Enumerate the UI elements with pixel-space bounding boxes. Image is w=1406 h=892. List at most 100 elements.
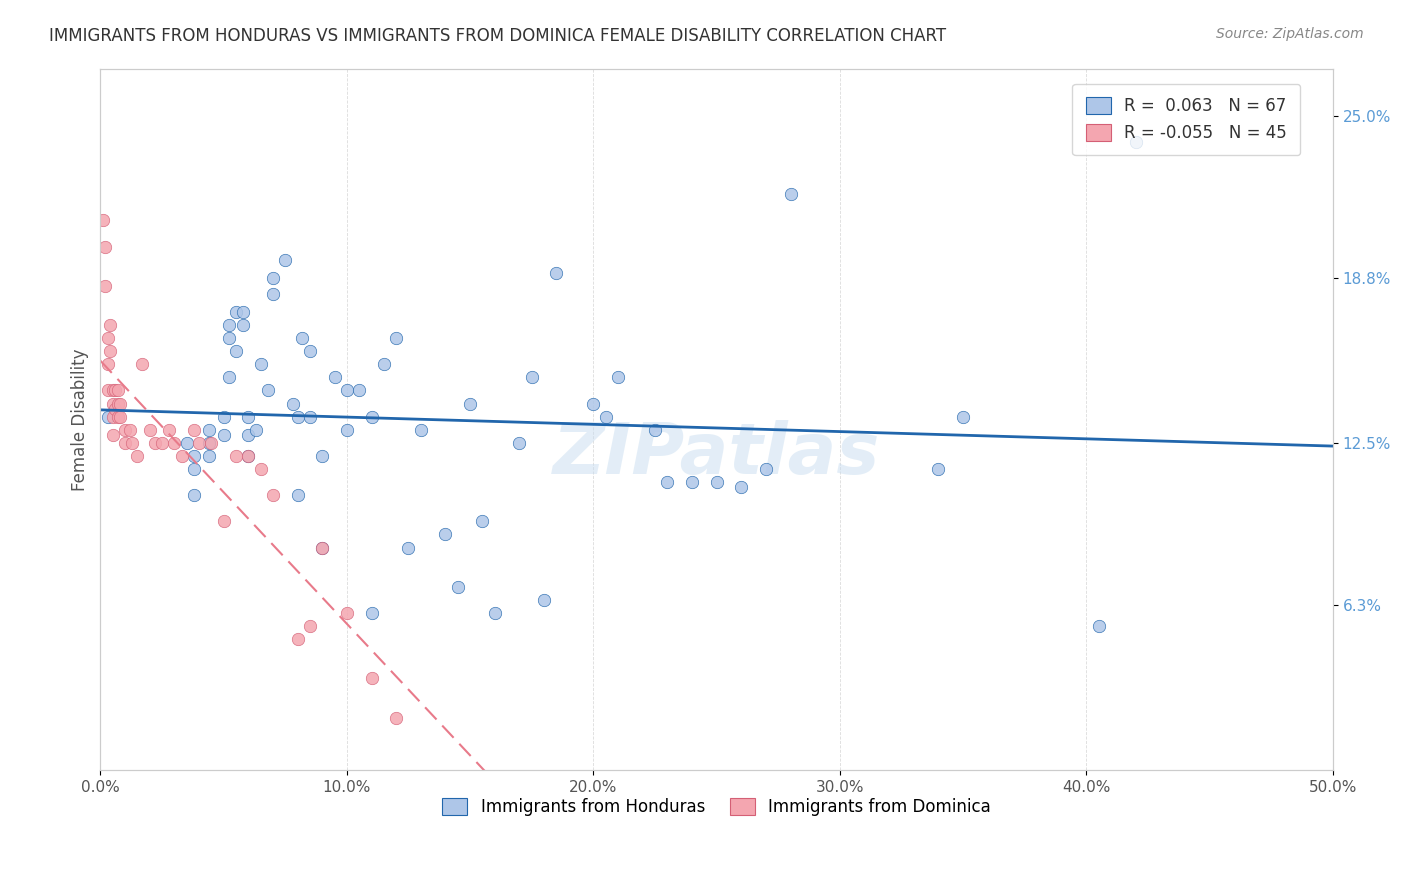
Point xyxy=(143,435,166,450)
Point xyxy=(262,271,284,285)
Point xyxy=(212,428,235,442)
Point xyxy=(225,305,247,319)
Point xyxy=(249,357,271,371)
Point xyxy=(262,286,284,301)
Point xyxy=(257,384,280,398)
Point xyxy=(101,409,124,424)
Point xyxy=(104,384,127,398)
Point xyxy=(262,488,284,502)
Point xyxy=(385,711,408,725)
Point xyxy=(952,409,974,424)
Point xyxy=(232,305,254,319)
Point xyxy=(98,318,121,332)
Point xyxy=(238,449,260,463)
Point xyxy=(238,428,260,442)
Point xyxy=(287,632,309,647)
Point xyxy=(98,344,121,359)
Point xyxy=(107,384,129,398)
Point xyxy=(200,435,222,450)
Point xyxy=(225,449,247,463)
Point xyxy=(114,423,136,437)
Point xyxy=(730,480,752,494)
Point xyxy=(118,423,141,437)
Point xyxy=(212,514,235,528)
Point xyxy=(1125,135,1147,149)
Point xyxy=(458,396,481,410)
Point xyxy=(360,409,382,424)
Point xyxy=(232,318,254,332)
Point xyxy=(218,331,240,345)
Text: ZIPatlas: ZIPatlas xyxy=(553,420,880,489)
Point xyxy=(245,423,267,437)
Point xyxy=(104,401,127,416)
Point xyxy=(114,435,136,450)
Point xyxy=(170,449,193,463)
Point xyxy=(360,606,382,620)
Point xyxy=(644,423,666,437)
Point xyxy=(287,488,309,502)
Point xyxy=(238,449,260,463)
Point xyxy=(706,475,728,489)
Point xyxy=(409,423,432,437)
Point xyxy=(150,435,173,450)
Point xyxy=(183,449,205,463)
Point xyxy=(138,423,160,437)
Point xyxy=(198,435,221,450)
Point xyxy=(385,331,408,345)
Point xyxy=(298,619,321,633)
Point xyxy=(533,592,555,607)
Point xyxy=(108,409,131,424)
Point xyxy=(657,475,679,489)
Point xyxy=(281,396,304,410)
Point xyxy=(127,449,149,463)
Point xyxy=(101,428,124,442)
Point xyxy=(336,606,359,620)
Point xyxy=(471,514,494,528)
Legend: Immigrants from Honduras, Immigrants from Dominica: Immigrants from Honduras, Immigrants fro… xyxy=(434,790,1000,825)
Point xyxy=(447,580,470,594)
Point xyxy=(97,357,120,371)
Point xyxy=(484,606,506,620)
Point xyxy=(336,384,359,398)
Point xyxy=(287,409,309,424)
Point xyxy=(546,266,568,280)
Point xyxy=(176,435,198,450)
Point xyxy=(323,370,346,384)
Text: Source: ZipAtlas.com: Source: ZipAtlas.com xyxy=(1216,27,1364,41)
Point xyxy=(97,331,120,345)
Point xyxy=(107,396,129,410)
Point xyxy=(1087,619,1109,633)
Point xyxy=(183,488,205,502)
Point xyxy=(94,239,117,253)
Point xyxy=(94,278,117,293)
Point xyxy=(188,435,211,450)
Point xyxy=(163,435,186,450)
Point xyxy=(779,187,801,202)
Point xyxy=(607,370,630,384)
Point xyxy=(218,370,240,384)
Point xyxy=(238,409,260,424)
Point xyxy=(198,423,221,437)
Point xyxy=(582,396,605,410)
Point xyxy=(249,462,271,476)
Point xyxy=(218,318,240,332)
Point xyxy=(183,423,205,437)
Point xyxy=(595,409,617,424)
Point xyxy=(131,357,153,371)
Point xyxy=(927,462,949,476)
Point xyxy=(183,462,205,476)
Point xyxy=(108,396,131,410)
Point xyxy=(398,541,420,555)
Point xyxy=(107,409,129,424)
Point xyxy=(101,396,124,410)
Point xyxy=(225,344,247,359)
Point xyxy=(311,541,333,555)
Point xyxy=(291,331,314,345)
Point xyxy=(360,672,382,686)
Point xyxy=(97,384,120,398)
Y-axis label: Female Disability: Female Disability xyxy=(72,348,89,491)
Point xyxy=(198,449,221,463)
Point xyxy=(298,344,321,359)
Point xyxy=(121,435,143,450)
Point xyxy=(97,409,120,424)
